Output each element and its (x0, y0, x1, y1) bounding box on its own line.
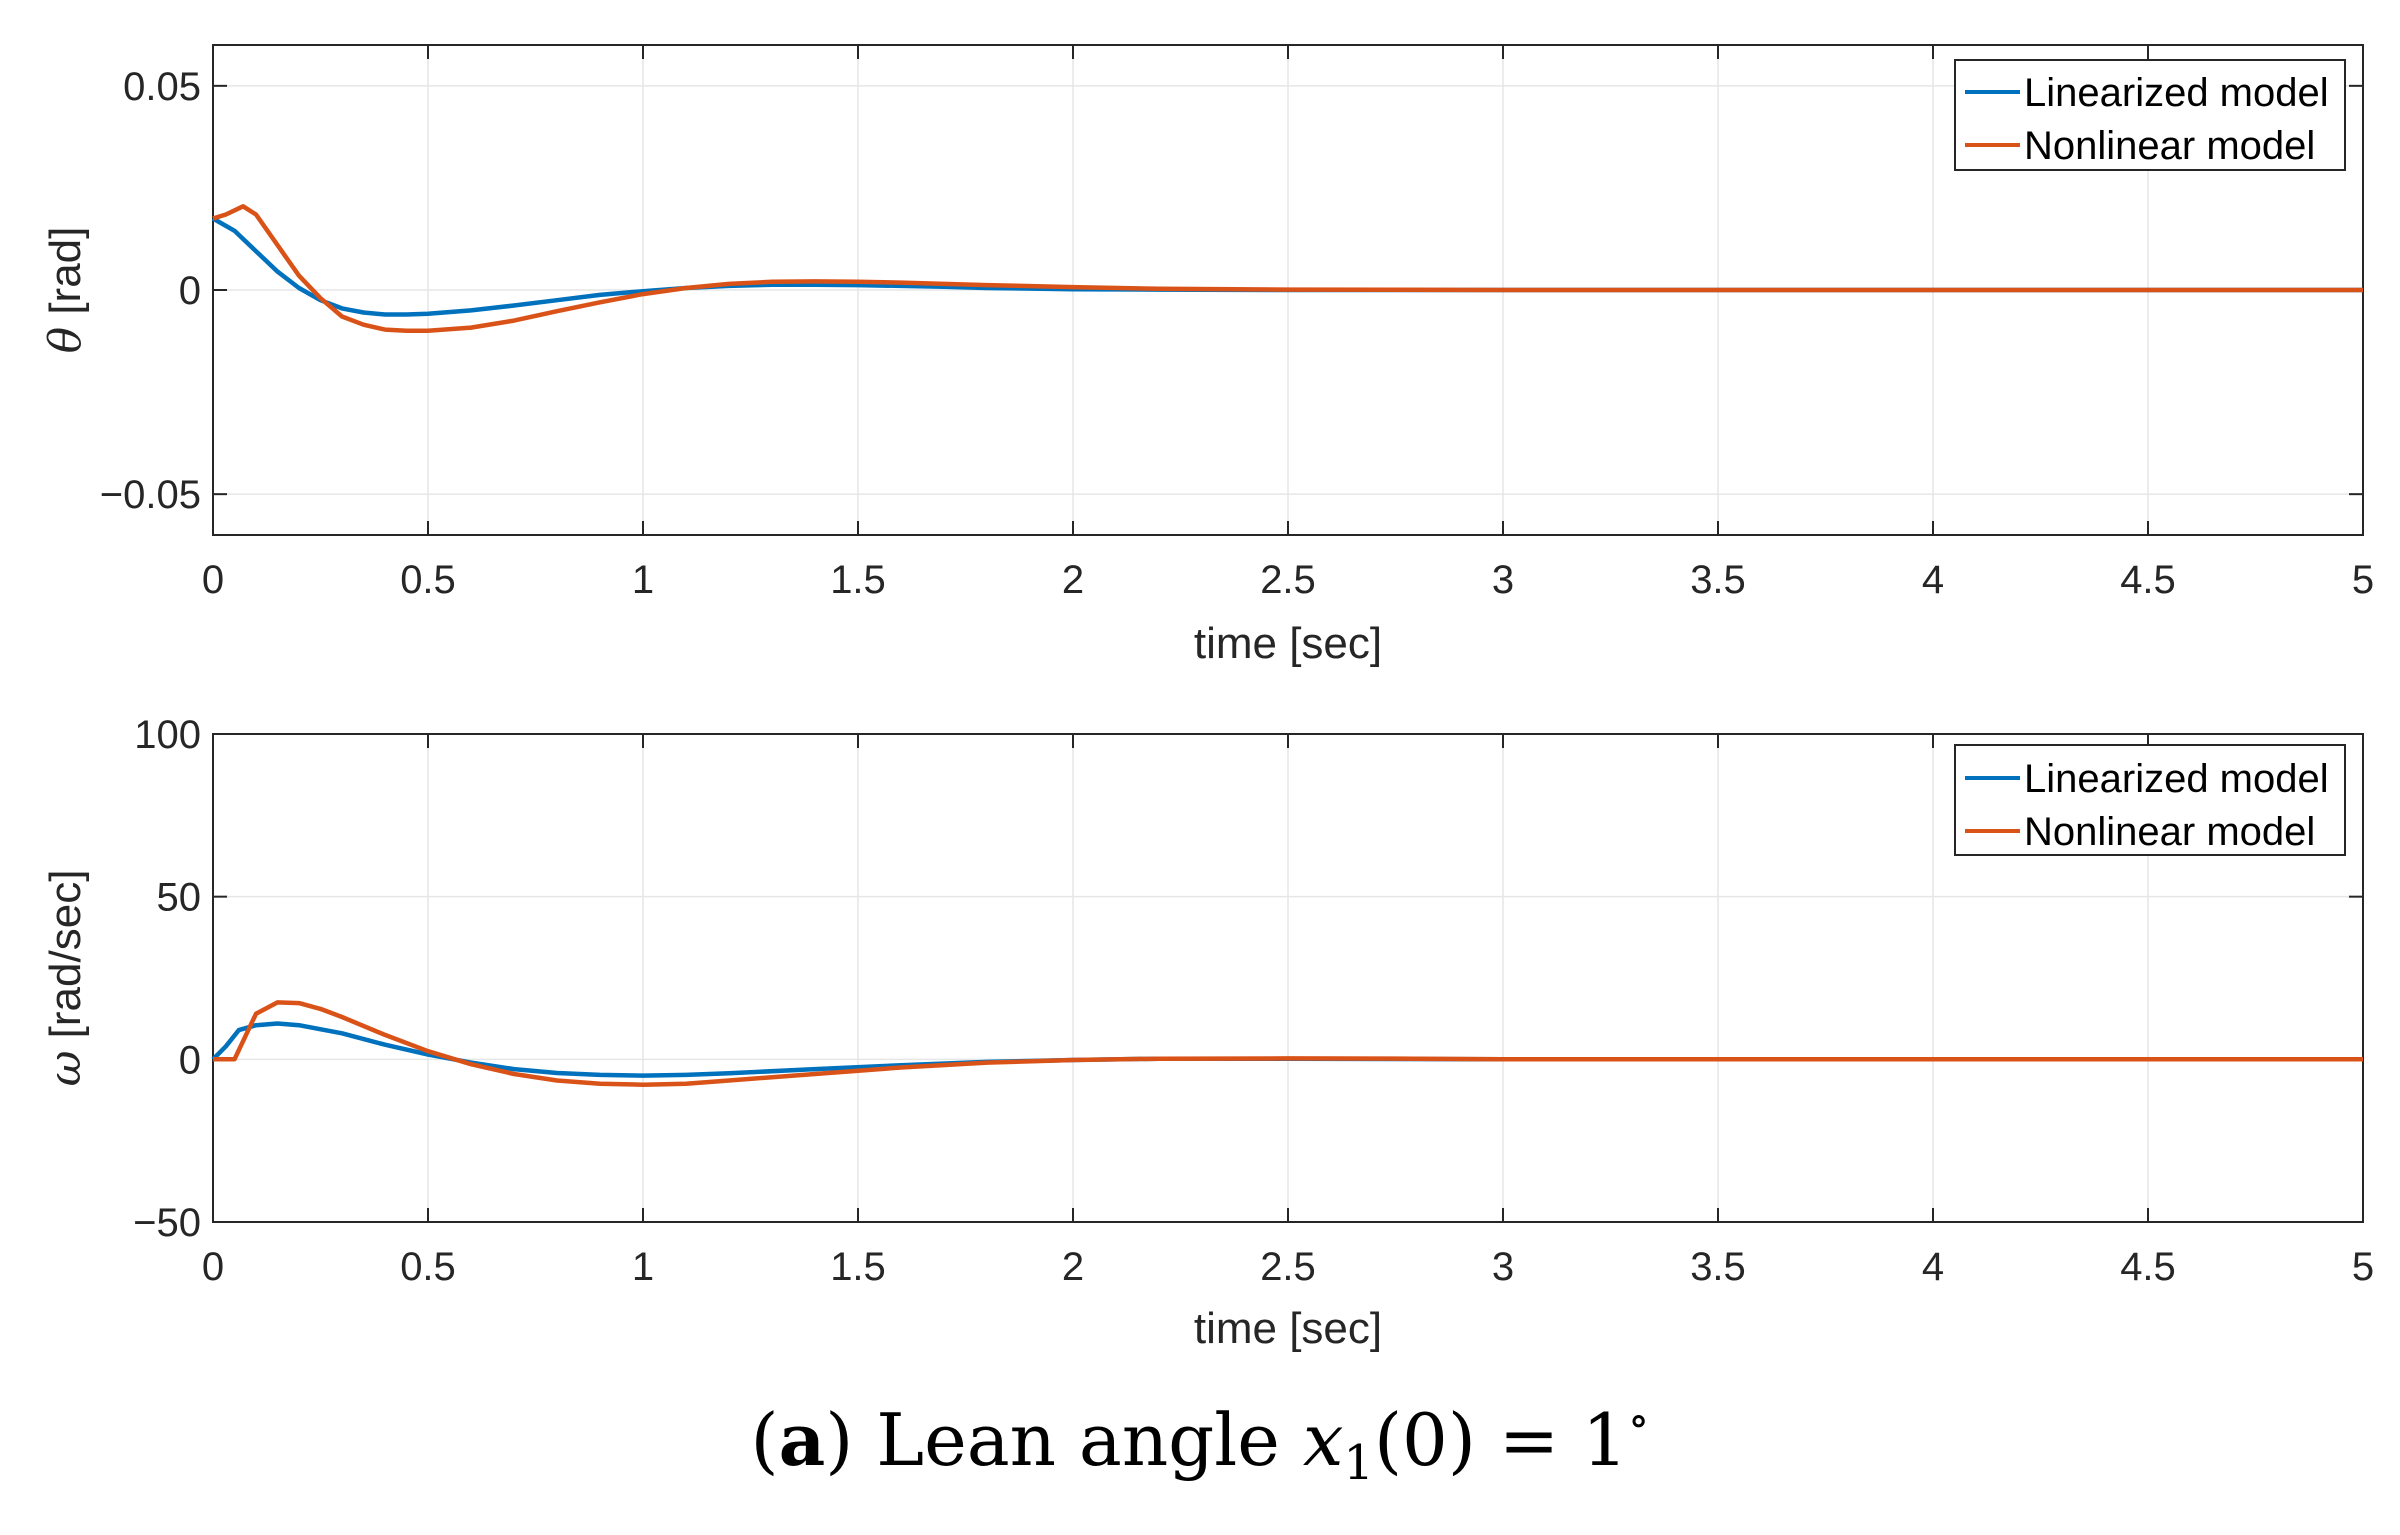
y-axis-label: θ [rad] (40, 227, 91, 354)
x-tick-label: 0 (202, 1245, 224, 1289)
caption-math-sub: 1 (1343, 1435, 1374, 1491)
series-line-nonlinear (212, 204, 2363, 334)
y-axis-symbol: ω (40, 1051, 91, 1087)
x-tick-label: 5 (2352, 558, 2374, 602)
x-tick-label: 1 (632, 558, 654, 602)
caption-text: Lean angle (876, 1398, 1280, 1482)
x-tick-label: 0 (202, 558, 224, 602)
caption-math-var: x (1302, 1398, 1344, 1482)
legend-box (1954, 59, 2346, 171)
caption-label: a (778, 1397, 826, 1482)
y-tick-label: −50 (133, 1201, 201, 1245)
legend-label-linearized: Linearized model (2024, 757, 2329, 801)
legend-label-nonlinear: Nonlinear model (2024, 124, 2315, 168)
x-tick-label: 0.5 (400, 1245, 456, 1289)
x-tick-label: 3.5 (1690, 558, 1746, 602)
y-axis-label: ω [rad/sec] (40, 870, 91, 1087)
series-line-linearized (211, 216, 2363, 317)
y-axis-unit: [rad/sec] (41, 870, 90, 1051)
y-tick-label: −0.05 (100, 473, 201, 517)
x-tick-label: 0.5 (400, 558, 456, 602)
x-tick-label: 1.5 (830, 558, 886, 602)
x-tick-label: 3 (1492, 558, 1514, 602)
series-lines (211, 1000, 2363, 1087)
figure-caption: (a) Lean angle x1(0) = 1∘ (750, 1395, 1650, 1491)
x-axis-label: time [sec] (1194, 619, 1382, 668)
x-tick-label: 3.5 (1690, 1245, 1746, 1289)
x-tick-label: 3 (1492, 1245, 1514, 1289)
x-tick-label: 4.5 (2120, 558, 2176, 602)
x-axis-label: time [sec] (1194, 1304, 1382, 1353)
legend-box (1954, 744, 2346, 856)
x-tick-label: 2 (1062, 558, 1084, 602)
caption-math-sup: ∘ (1627, 1395, 1650, 1446)
y-tick-label: 50 (157, 876, 202, 920)
x-tick-label: 1.5 (830, 1245, 886, 1289)
x-tick-label: 1 (632, 1245, 654, 1289)
x-tick-label: 4 (1922, 558, 1944, 602)
y-axis-symbol: θ (40, 327, 91, 354)
series-line-nonlinear (213, 1000, 2363, 1087)
x-tick-label: 5 (2352, 1245, 2374, 1289)
x-tick-label: 4 (1922, 1245, 1944, 1289)
x-tick-label: 4.5 (2120, 1245, 2176, 1289)
y-tick-label: 0 (179, 269, 201, 313)
legend-label-nonlinear: Nonlinear model (2024, 810, 2315, 854)
y-axis-unit: [rad] (41, 227, 90, 327)
series-lines (211, 204, 2363, 334)
y-tick-label: 0 (179, 1038, 201, 1082)
x-tick-label: 2 (1062, 1245, 1084, 1289)
x-tick-label: 2.5 (1260, 1245, 1316, 1289)
legend: Linearized model Nonlinear model (1954, 59, 2346, 171)
y-tick-label: 0.05 (123, 65, 201, 109)
legend: Linearized model Nonlinear model (1954, 744, 2346, 856)
caption-math-arg: (0) = 1 (1373, 1398, 1628, 1482)
y-tick-label: 100 (134, 713, 201, 757)
legend-label-linearized: Linearized model (2024, 71, 2329, 115)
x-tick-label: 2.5 (1260, 558, 1316, 602)
